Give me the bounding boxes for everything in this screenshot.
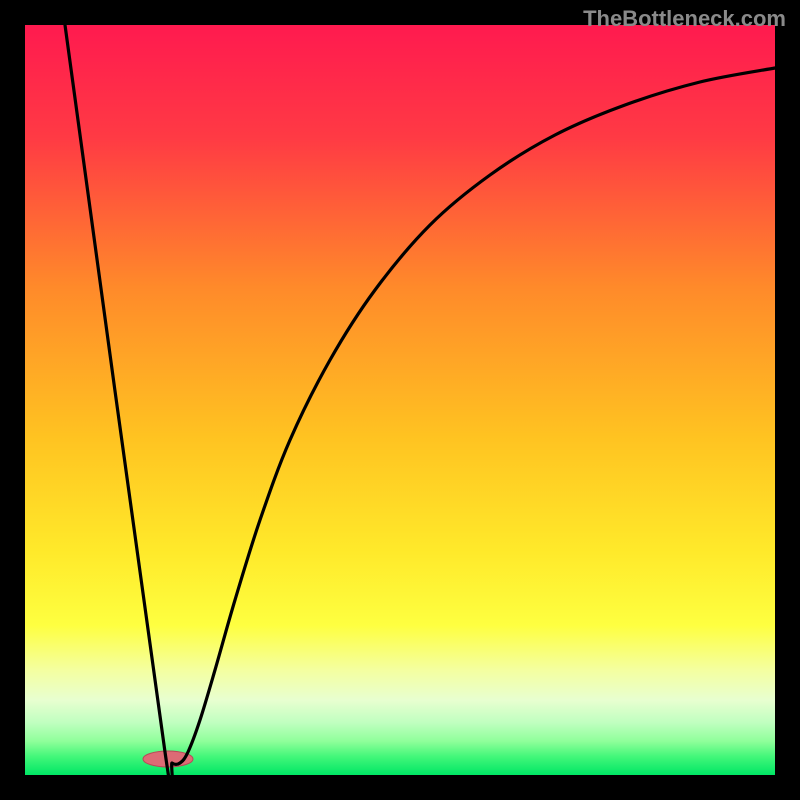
gradient-background	[25, 25, 775, 775]
chart-svg	[0, 0, 800, 800]
chart-container: TheBottleneck.com	[0, 0, 800, 800]
